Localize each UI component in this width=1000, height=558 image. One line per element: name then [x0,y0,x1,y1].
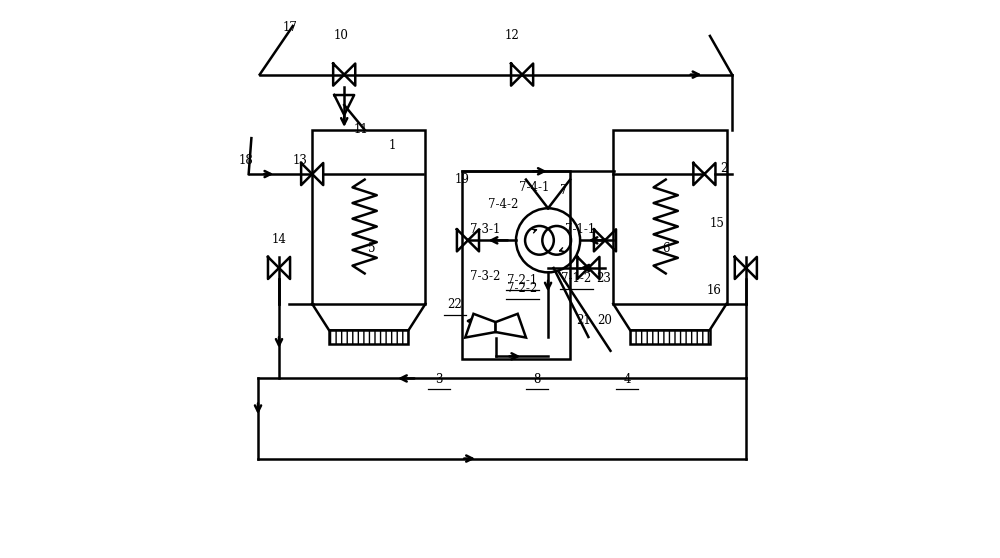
Text: 12: 12 [505,30,520,42]
Text: 19: 19 [455,173,470,186]
Text: 23: 23 [596,272,611,286]
Text: 15: 15 [710,217,725,230]
Text: 9: 9 [473,325,481,338]
Text: 7-1-2: 7-1-2 [561,272,591,286]
Text: 7-3-2: 7-3-2 [470,270,501,283]
Polygon shape [496,314,526,338]
Text: 7-4-1: 7-4-1 [519,181,549,194]
Text: 13: 13 [293,153,307,167]
Bar [329,330,408,344]
Text: 7-4-2: 7-4-2 [488,198,518,211]
Text: 5: 5 [368,242,376,255]
Text: 11: 11 [353,123,368,136]
Text: 10: 10 [334,30,349,42]
Text: 20: 20 [598,314,612,327]
Bar [630,330,710,344]
Text: 16: 16 [707,283,722,296]
Text: 1: 1 [389,139,396,152]
Bar [312,130,425,304]
Text: 17: 17 [283,21,298,34]
Text: 7-2-1: 7-2-1 [507,273,537,287]
Bar [462,171,570,359]
Text: 22: 22 [447,299,462,311]
Text: 7-2-2: 7-2-2 [507,282,537,295]
Bar [613,130,727,304]
Text: 3: 3 [435,373,443,386]
Text: 7-1-1: 7-1-1 [565,223,595,236]
Text: 7: 7 [560,184,567,197]
Text: 18: 18 [239,153,253,167]
Text: 7-3-1: 7-3-1 [470,223,501,236]
Polygon shape [465,314,496,338]
Text: 8: 8 [533,373,541,386]
Text: 21: 21 [577,314,591,327]
Text: 6: 6 [662,242,669,255]
Text: 14: 14 [272,233,286,246]
Text: 2: 2 [720,162,727,175]
Text: 4: 4 [623,373,631,386]
